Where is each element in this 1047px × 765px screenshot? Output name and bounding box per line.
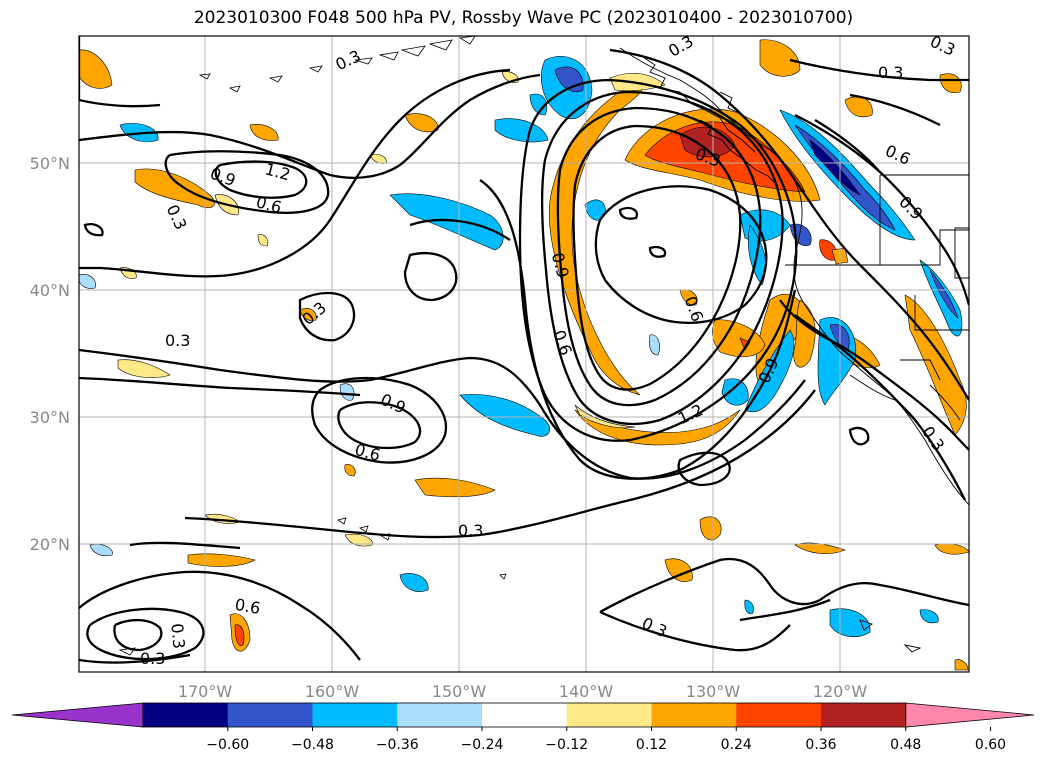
pv-contours xyxy=(79,36,969,664)
colorbar-segment xyxy=(397,703,483,727)
lon-label: 150°W xyxy=(432,682,487,701)
colorbar-tick-label: −0.24 xyxy=(461,737,504,753)
lat-label: 50°N xyxy=(30,154,70,173)
page-title: 2023010300 F048 500 hPa PV, Rossby Wave … xyxy=(193,8,854,28)
latitude-labels: 50°N 40°N 30°N 20°N xyxy=(30,154,70,554)
colorbar-segment xyxy=(566,703,652,727)
map-content: 0.3 1.2 0.9 0.6 0.3 0.3 0.3 0.9 0.6 0.9 … xyxy=(79,36,969,672)
lon-label: 120°W xyxy=(813,682,868,701)
contour-label: 0.6 xyxy=(233,595,261,618)
colorbar-arrow-left xyxy=(11,702,144,728)
colorbar-tick-label: −0.48 xyxy=(291,737,334,753)
lon-label: 130°W xyxy=(686,682,741,701)
colorbar-segment xyxy=(736,703,822,727)
lon-label: 170°W xyxy=(178,682,233,701)
colorbar-tick-label: −0.60 xyxy=(206,737,249,753)
colorbar-segment xyxy=(143,703,229,727)
lon-label: 140°W xyxy=(559,682,614,701)
contour-label: 0.3 xyxy=(140,649,165,668)
colorbar-tick-label: −0.12 xyxy=(545,737,588,753)
colorbar-border xyxy=(142,702,907,728)
colorbar-tick-label: 0.12 xyxy=(636,737,667,753)
colorbar-segment xyxy=(312,703,398,727)
colorbar-tick-label: 0.48 xyxy=(890,737,921,753)
map-frame xyxy=(78,35,970,673)
contour-label: 0.3 xyxy=(165,331,190,350)
contour-label: 0.3 xyxy=(458,521,483,540)
lat-label: 40°N xyxy=(30,281,70,300)
lat-label: 20°N xyxy=(30,535,70,554)
lon-label: 160°W xyxy=(305,682,360,701)
colorbar-tick-label: −0.36 xyxy=(376,737,419,753)
contour-label: 0.3 xyxy=(167,623,188,650)
colorbar-segment xyxy=(482,703,568,727)
colorbar-segment xyxy=(227,703,313,727)
colorbar-arrow-right xyxy=(905,702,1035,728)
colorbar-tick-label: 0.60 xyxy=(975,737,1006,753)
contour-label: 0.3 xyxy=(878,63,903,82)
lat-label: 30°N xyxy=(30,408,70,427)
colorbar-tick-label: 0.36 xyxy=(805,737,836,753)
colorbar: −0.60 −0.48 −0.36 −0.24 −0.12 0.12 0.24 0.36 0.4… xyxy=(11,702,1035,753)
colorbar-segment xyxy=(651,703,737,727)
longitude-labels: 170°W 160°W 150°W 140°W 130°W 120°W xyxy=(178,682,868,701)
colorbar-segment xyxy=(821,703,907,727)
colorbar-tick-label: 0.24 xyxy=(721,737,752,753)
